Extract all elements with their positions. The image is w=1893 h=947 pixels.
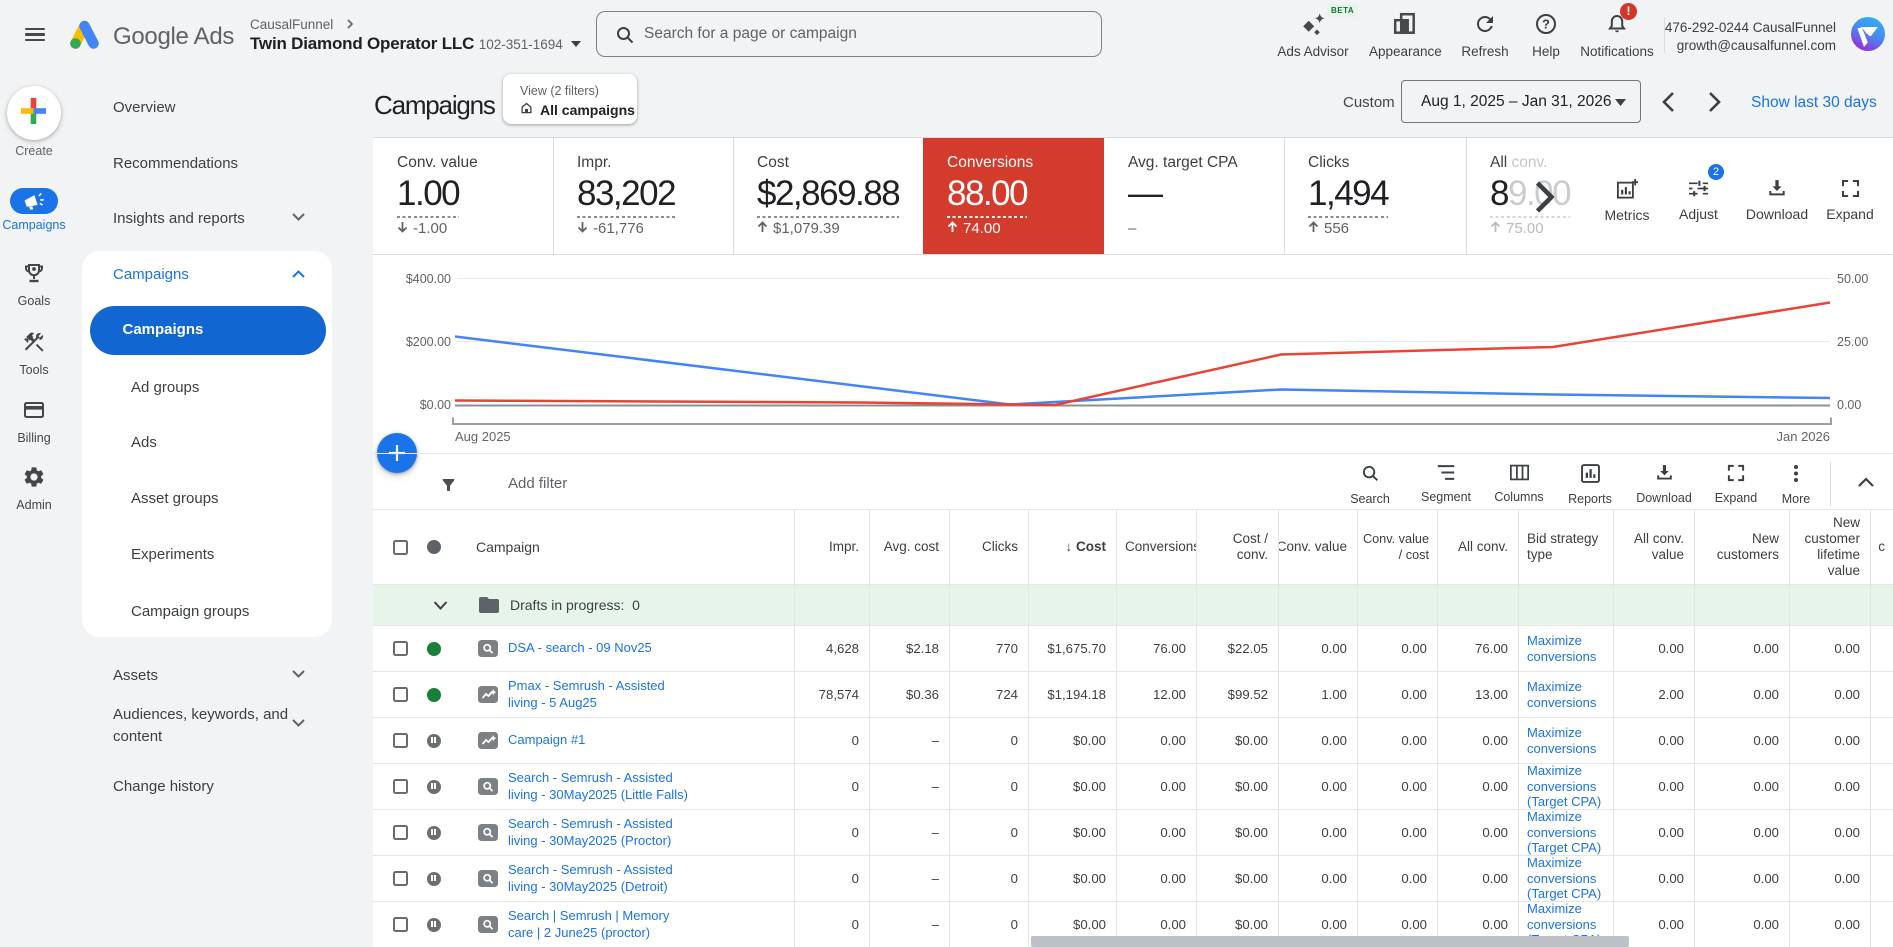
svg-text:25.00: 25.00 [1837,335,1868,349]
svg-text:$200.00: $200.00 [406,335,451,349]
svg-text:Aug 2025: Aug 2025 [455,429,511,444]
svg-text:$0.00: $0.00 [420,398,451,412]
svg-text:50.00: 50.00 [1837,272,1868,286]
svg-text:$400.00: $400.00 [406,272,451,286]
svg-text:Jan 2026: Jan 2026 [1777,429,1831,444]
svg-text:0.00: 0.00 [1837,398,1861,412]
svg-text:?: ? [1542,17,1550,32]
